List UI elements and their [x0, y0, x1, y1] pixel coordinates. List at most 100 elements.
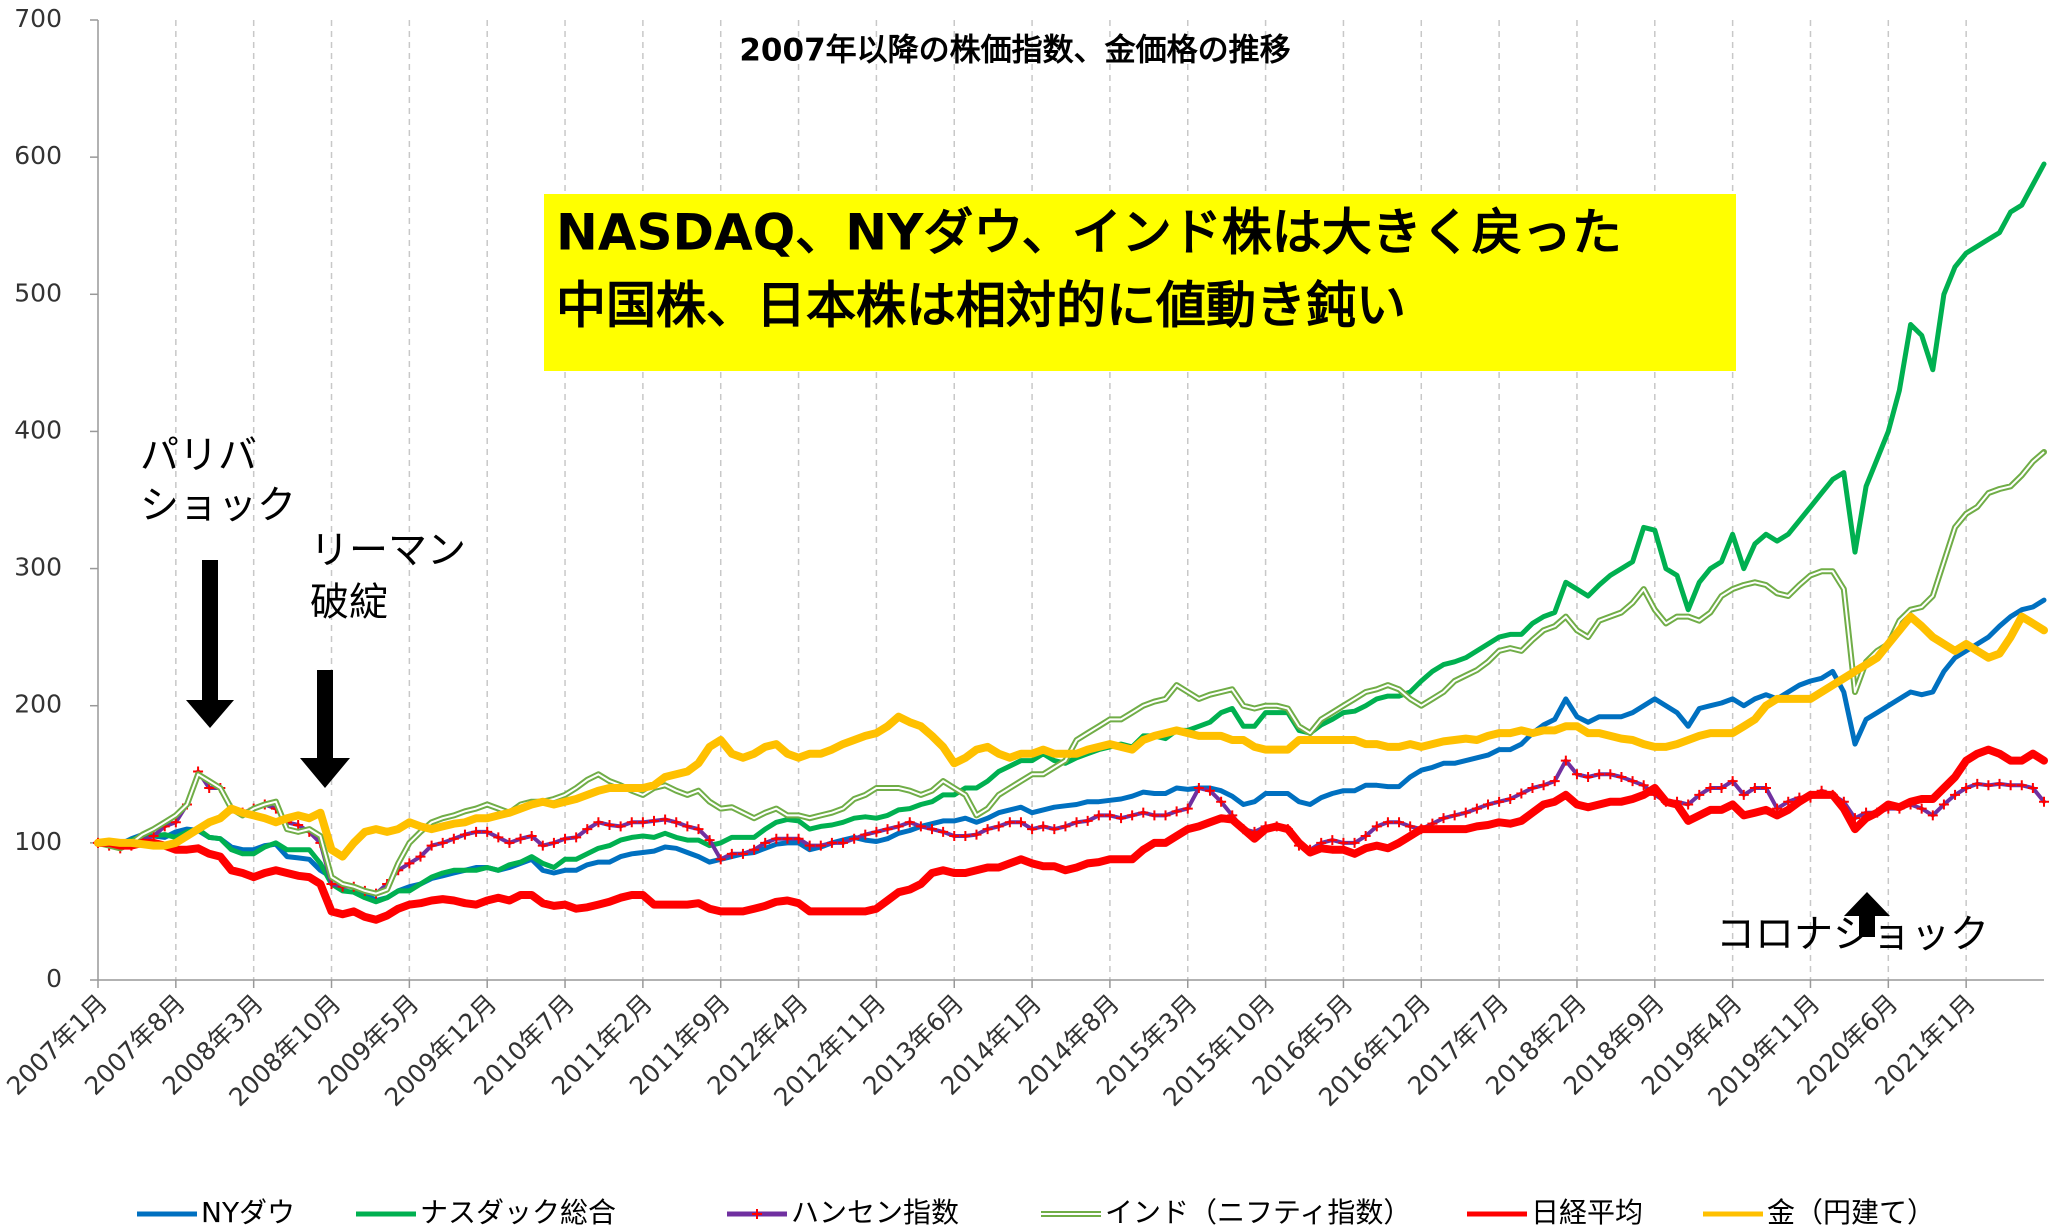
series-marker: [326, 879, 337, 889]
series-marker: [1683, 799, 1694, 810]
series-marker: [1394, 817, 1405, 828]
series-marker: [204, 783, 215, 793]
series-marker: [2005, 780, 2016, 791]
series-marker: [1983, 780, 1994, 791]
series-marker: [459, 829, 470, 840]
series-marker: [626, 817, 637, 828]
series-marker: [593, 817, 604, 828]
legend-label: 日経平均: [1531, 1196, 1643, 1229]
y-tick-label: 400: [14, 415, 62, 444]
series-marker: [448, 833, 459, 844]
series-marker: [1138, 807, 1149, 818]
series-marker: [1483, 799, 1493, 810]
arrow-up: [1844, 892, 1890, 937]
series-marker: [1015, 817, 1026, 828]
series-marker: [860, 829, 871, 840]
series-marker: [2016, 780, 2027, 791]
series-marker: [1560, 755, 1571, 766]
series-marker: [815, 840, 826, 851]
series-marker: [1583, 772, 1594, 783]
series-marker: [1571, 769, 1582, 780]
series-marker: [582, 824, 593, 835]
series-marker: [1071, 817, 1082, 828]
annotation: リーマン: [310, 529, 466, 574]
series-marker: [1916, 803, 1927, 814]
series-marker: [660, 814, 671, 825]
series-marker: [760, 837, 771, 848]
series-marker: [2027, 783, 2038, 793]
series-marker: [960, 831, 971, 841]
series-marker: [1961, 783, 1972, 793]
series-marker: [927, 824, 937, 835]
annotation: パリバ: [140, 434, 257, 479]
series-marker: [1605, 769, 1616, 780]
annotation: コロナショック: [1716, 913, 1989, 958]
highlight-text: 中国株、日本株は相対的に値動き鈍い: [556, 277, 1406, 335]
y-tick-label: 100: [14, 827, 62, 856]
series-marker: [793, 833, 804, 844]
series-marker: [526, 831, 537, 841]
legend-label: 金（円建て）: [1767, 1196, 1935, 1229]
series-marker: [1182, 803, 1193, 814]
series-marker: [1527, 783, 1538, 793]
series-marker: [804, 840, 815, 851]
series-marker: [537, 840, 548, 851]
y-tick-label: 0: [46, 964, 62, 993]
series-marker: [826, 837, 837, 848]
y-tick-label: 200: [14, 690, 62, 719]
series-marker: [482, 826, 493, 837]
legend-label: ハンセン指数: [791, 1196, 959, 1229]
series-marker: [671, 817, 682, 828]
series-marker: [1093, 810, 1104, 821]
series-marker: [1382, 817, 1393, 828]
series-marker: [1193, 783, 1204, 793]
chart-title: 2007年以降の株価指数、金価格の推移: [739, 33, 1290, 69]
series-marker: [1216, 796, 1227, 807]
series-marker: [1705, 783, 1716, 793]
series-marker: [1349, 837, 1360, 848]
series-marker: [471, 826, 482, 837]
series-marker: [737, 848, 748, 859]
series-marker: [515, 833, 526, 844]
series-marker: [726, 848, 737, 859]
series-marker: [649, 815, 659, 826]
series-marker: [604, 820, 615, 831]
series-marker: [782, 833, 793, 844]
series-marker: [893, 821, 904, 832]
highlight-box: [544, 194, 1736, 371]
series-marker: [1371, 821, 1382, 832]
legend-marker: [752, 1209, 762, 1219]
series-marker: [170, 817, 181, 828]
series-marker: [982, 824, 993, 835]
series-marker: [693, 824, 704, 835]
series-marker: [1594, 769, 1605, 780]
series-marker: [437, 837, 448, 848]
series-marker: [1938, 799, 1949, 810]
series-marker: [915, 821, 926, 832]
arrow-down: [186, 560, 234, 728]
series-marker: [1549, 776, 1560, 787]
series-marker: [404, 858, 415, 869]
legend-label: ナスダック総合: [420, 1196, 616, 1229]
series-marker: [1205, 785, 1215, 796]
series-marker: [1038, 821, 1049, 832]
plot-area: [93, 161, 2049, 924]
series-marker: [1449, 810, 1460, 821]
series-marker: [571, 832, 582, 843]
series-marker: [1127, 810, 1138, 821]
series-marker: [1505, 793, 1516, 804]
series-marker: [1927, 810, 1938, 821]
series-marker: [1327, 835, 1338, 846]
y-tick-label: 300: [14, 553, 62, 582]
legend: NYダウ ナスダック総合 ハンセン指数 インド（ニフティ指数） 日経平均 金（円建て）: [137, 1196, 1935, 1229]
series-line: [94, 612, 2048, 861]
series-marker: [1060, 821, 1071, 832]
series-marker: [1004, 817, 1015, 828]
series-marker: [938, 826, 949, 837]
series-marker: [971, 829, 982, 840]
series-marker: [871, 826, 882, 837]
series-marker: [1471, 803, 1482, 814]
y-tick-label: 700: [14, 4, 62, 33]
series-marker: [1116, 813, 1127, 824]
